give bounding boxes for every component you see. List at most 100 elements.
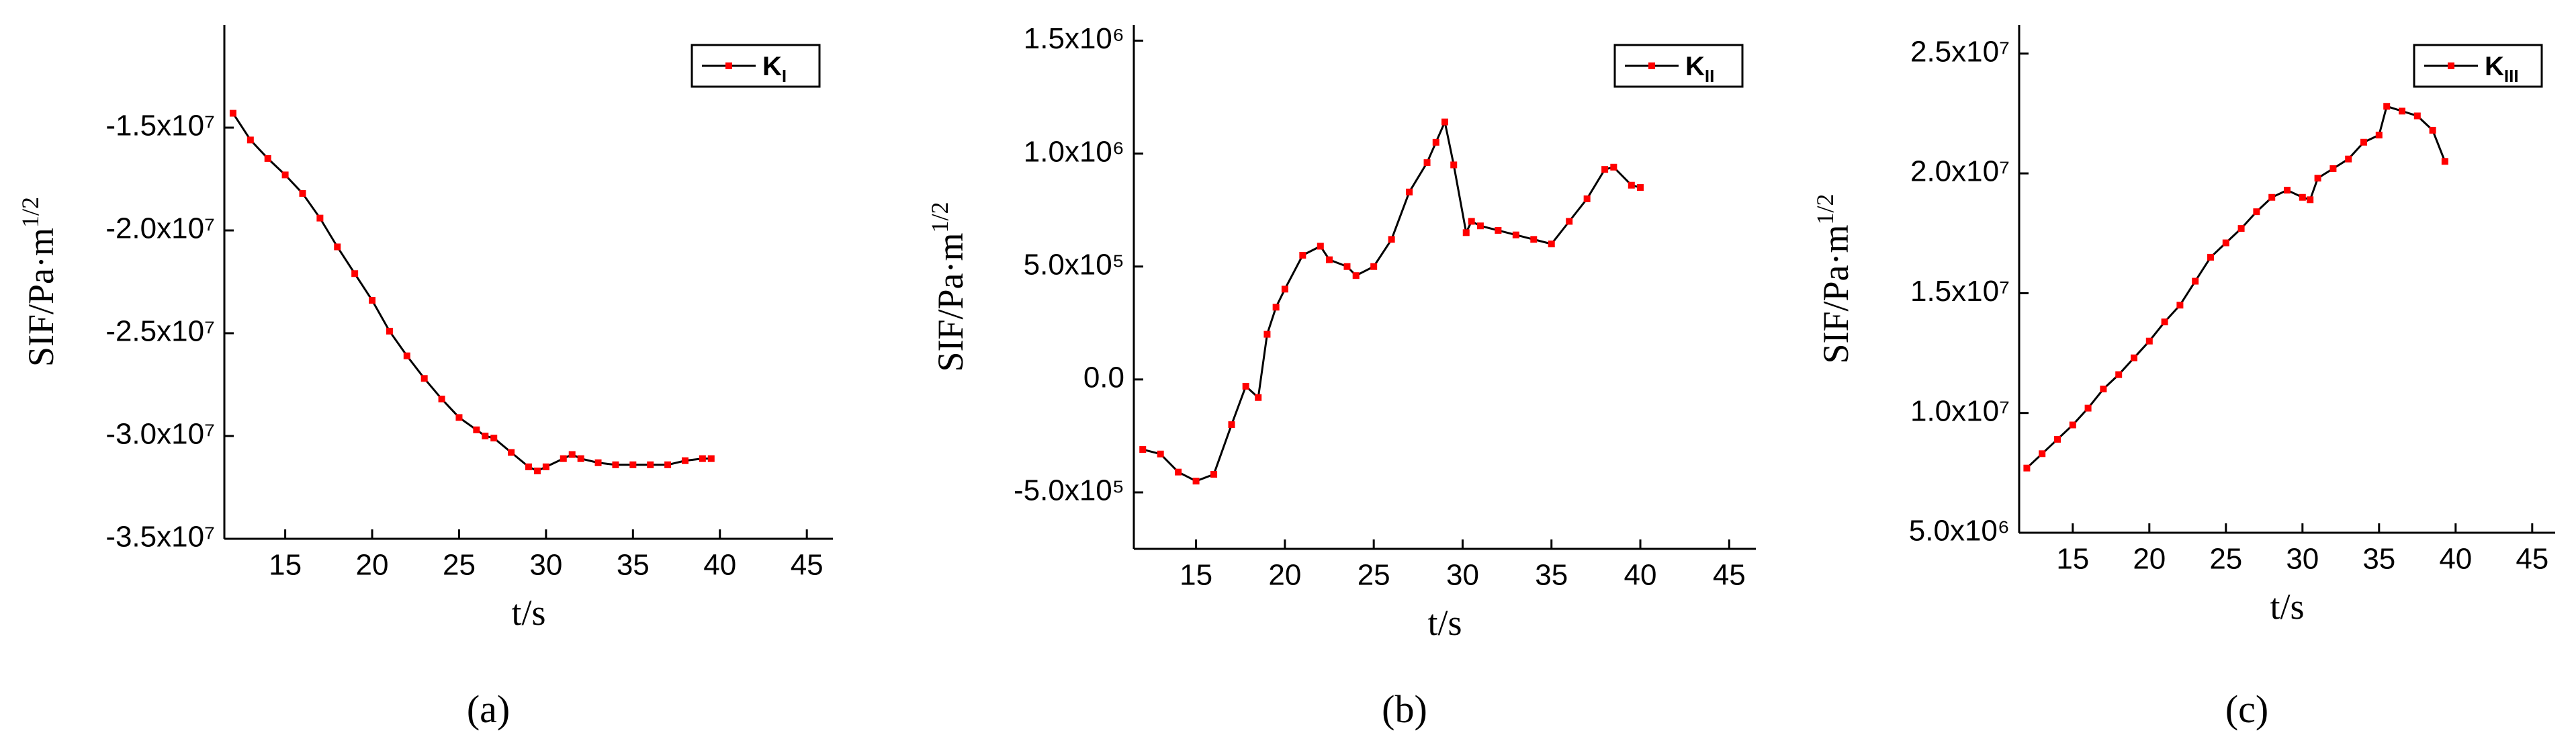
legend-name-sub: II	[1705, 66, 1714, 86]
legend-name: K	[1685, 52, 1705, 81]
data-point	[1495, 226, 1502, 234]
data-point	[2399, 107, 2405, 115]
data-point	[2383, 103, 2391, 110]
x-tick-label: 35	[2362, 543, 2395, 576]
data-point	[508, 449, 515, 456]
data-point	[1281, 286, 1288, 293]
x-tick-label: 45	[1713, 559, 1746, 592]
data-point	[455, 414, 463, 421]
x-tick-label: 40	[703, 549, 736, 582]
data-point	[542, 463, 549, 470]
legend-name: K	[762, 52, 782, 81]
data-point	[316, 214, 324, 222]
y-axis-label: SIF/Pa·m1/2	[17, 197, 61, 367]
data-point	[420, 375, 428, 382]
x-tick-label: 20	[2133, 543, 2166, 576]
y-tick-label: 1.0x10⁶	[1024, 135, 1124, 168]
data-point	[1388, 236, 1395, 243]
y-tick-label: 2.5x10⁷	[1910, 35, 2010, 68]
data-point	[299, 189, 306, 197]
data-point	[1432, 138, 1439, 146]
x-tick-label: 15	[2056, 543, 2089, 576]
data-point	[264, 155, 271, 162]
data-point	[1352, 272, 1360, 279]
x-tick-label: 25	[443, 549, 476, 582]
data-point	[1370, 263, 1378, 270]
data-point	[1406, 188, 1413, 195]
data-point	[1317, 243, 1324, 250]
y-tick-label: -1.5x10⁷	[105, 110, 215, 142]
legend-label: KII	[1685, 52, 1714, 86]
data-point	[1468, 218, 1475, 225]
data-point	[482, 433, 489, 439]
data-point	[2084, 404, 2092, 412]
data-point	[681, 457, 689, 464]
data-point	[1299, 251, 1306, 259]
x-tick-label: 25	[2209, 543, 2242, 576]
x-axis-label: t/s	[1427, 603, 1462, 643]
data-point	[2100, 386, 2107, 393]
data-point	[1242, 382, 1249, 390]
x-tick-label: 30	[1446, 559, 1479, 592]
x-tick-label: 30	[529, 549, 562, 582]
data-point	[2299, 193, 2306, 201]
data-point	[1272, 304, 1280, 311]
legend-label: KIII	[2485, 52, 2519, 86]
data-point	[2345, 155, 2352, 163]
data-point	[2307, 196, 2314, 204]
data-point	[2284, 187, 2291, 194]
data-point	[1210, 471, 1218, 478]
y-axis-label-main: SIF/Pa·m	[21, 228, 61, 367]
legend-label: KI	[762, 52, 787, 86]
data-point	[707, 455, 715, 462]
data-point	[490, 435, 498, 442]
data-point	[1228, 421, 1235, 429]
data-point	[2222, 239, 2229, 247]
data-point	[1441, 118, 1448, 126]
data-point	[568, 451, 576, 458]
data-point	[1343, 263, 1351, 270]
data-point	[2039, 450, 2046, 457]
data-point	[2360, 138, 2367, 146]
y-tick-label: 5.0x10⁶	[1909, 515, 2010, 548]
data-point	[2115, 371, 2123, 378]
data-point	[2145, 337, 2153, 345]
data-point	[1512, 231, 1519, 238]
data-point	[594, 459, 602, 466]
y-tick-label: 1.0x10⁷	[1910, 394, 2010, 427]
data-point	[281, 171, 289, 179]
data-point	[1192, 478, 1200, 485]
data-point	[1548, 241, 1555, 248]
data-point	[334, 243, 341, 251]
y-axis-label-main: SIF/Pa·m	[930, 232, 971, 372]
data-point	[699, 455, 706, 462]
panel-label: (b)	[1382, 687, 1427, 731]
y-tick-label: -2.0x10⁷	[105, 212, 215, 245]
series-line	[2026, 105, 2446, 469]
legend-name: K	[2485, 52, 2504, 81]
y-axis-label-main: SIF/Pa·m	[1816, 224, 1856, 363]
data-point	[2176, 302, 2184, 309]
data-point	[2131, 354, 2137, 361]
y-tick-label: -3.5x10⁷	[105, 521, 215, 554]
x-tick-label: 30	[2286, 543, 2319, 576]
panel-label: (a)	[467, 687, 510, 731]
legend-name-sub: III	[2504, 66, 2519, 86]
y-axis-label-sup: 1/2	[1812, 193, 1838, 224]
x-axis-label: t/s	[511, 593, 545, 633]
data-point	[473, 426, 480, 433]
data-point	[1326, 256, 1333, 263]
data-point	[2161, 318, 2168, 326]
y-axis-label: SIF/Pa·m1/2	[1812, 193, 1856, 363]
data-point	[533, 468, 541, 475]
data-point	[647, 461, 654, 468]
panel-label: (c)	[2225, 687, 2268, 731]
data-point	[560, 455, 567, 462]
y-tick-label: 5.0x10⁵	[1024, 248, 1124, 281]
x-tick-label: 40	[2439, 543, 2472, 576]
y-axis-label-sup: 1/2	[926, 202, 953, 232]
data-point	[1263, 331, 1271, 338]
data-point	[612, 461, 619, 468]
data-point	[369, 297, 376, 304]
